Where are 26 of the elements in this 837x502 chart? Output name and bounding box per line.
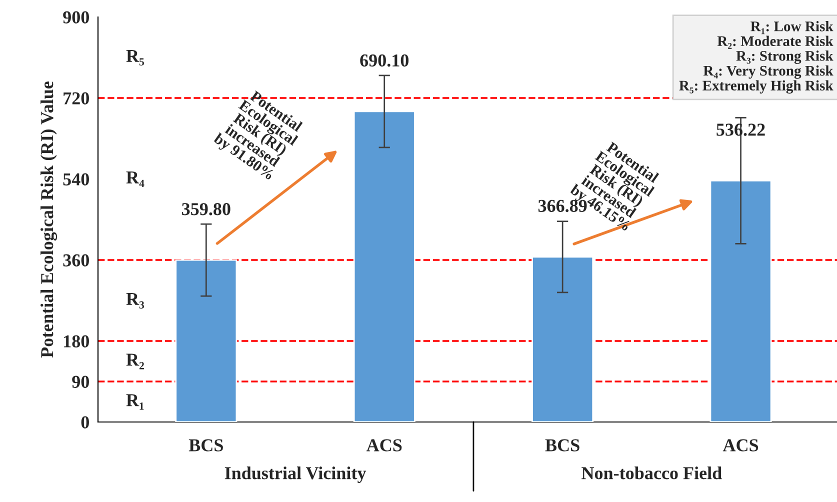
data-label: 690.10 [360, 54, 409, 67]
annotation: R₅ [126, 50, 144, 66]
y-tick-label: 180 [64, 335, 89, 348]
x-tick-label: ACS [722, 439, 758, 452]
annotation: R₃ [126, 293, 144, 309]
bar [175, 259, 238, 422]
annotation: R₁: Low Risk R₂: Moderate Risk R₃: Strong Risk R₄: Very Strong Risk R₅: Extremely High Risk [679, 21, 834, 94]
bar [353, 110, 416, 422]
annotation: R₄ [126, 172, 144, 187]
data-label: 359.80 [182, 203, 230, 216]
y-tick-label: 540 [63, 173, 89, 186]
bar [710, 180, 772, 422]
x-tick-label: BCS [188, 439, 223, 452]
y-tick-label: 900 [63, 11, 89, 24]
y-tick-label: 360 [63, 254, 89, 266]
y-tick-label: 720 [64, 92, 89, 104]
annotation: R₂ [126, 354, 144, 370]
text: Industrial Vicinity [224, 466, 366, 483]
x-tick-label: BCS [545, 439, 580, 452]
text: Non-tobacco Field [582, 466, 722, 480]
y-tick-label: 90 [72, 376, 89, 388]
x-tick-label: ACS [366, 439, 402, 452]
y-tick-label: 0 [81, 416, 89, 428]
annotation: R₁ [126, 394, 144, 410]
bar [532, 256, 594, 422]
y-axis-title: Potential Ecological Risk (RI) Value [40, 82, 58, 358]
